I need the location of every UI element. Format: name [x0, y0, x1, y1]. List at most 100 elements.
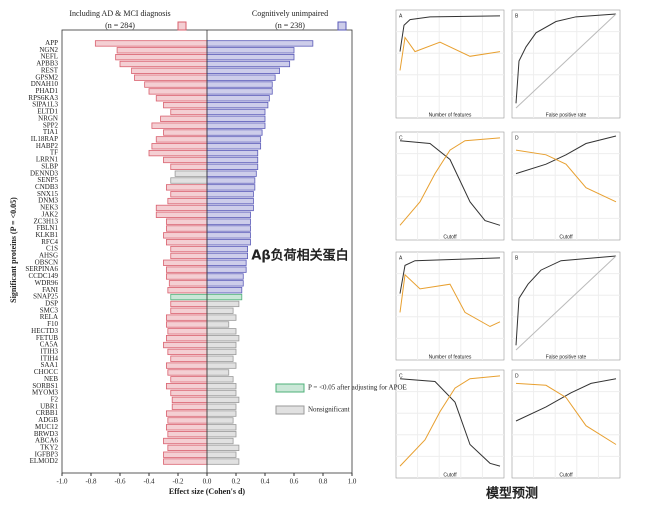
- bar: [206, 314, 237, 321]
- bar: [167, 431, 208, 438]
- bar: [94, 40, 208, 47]
- panel-curve: [516, 150, 616, 202]
- bar: [206, 355, 234, 362]
- panel-letter: B: [515, 13, 519, 19]
- y-tick-label: NEK3: [40, 204, 58, 212]
- bar: [163, 451, 208, 458]
- y-tick-label: BRWD3: [34, 430, 59, 438]
- bar: [206, 266, 247, 273]
- y-tick-label: ADGB: [38, 416, 58, 424]
- bar: [206, 197, 254, 205]
- y-tick-label: NGN2: [39, 46, 58, 54]
- bar: [206, 156, 259, 164]
- bar: [206, 88, 273, 95]
- bar: [165, 410, 208, 417]
- y-tick-label: ELTD1: [37, 108, 58, 116]
- bar: [165, 273, 208, 280]
- bar: [206, 74, 276, 81]
- y-tick-label: SAA1: [40, 361, 58, 369]
- x-tick-label: 0.4: [261, 478, 270, 486]
- y-tick-label: F10: [47, 320, 58, 328]
- bar: [206, 136, 262, 143]
- bar: [163, 232, 208, 239]
- panel-curve: [400, 141, 500, 226]
- panel-xlabel: False positive rate: [546, 112, 587, 118]
- y-tick-label: WDR96: [35, 279, 59, 287]
- y-tick-label: IGFBP3: [35, 450, 59, 458]
- bar: [168, 280, 208, 287]
- bar: [155, 211, 208, 218]
- right-header: Cognitively unimpaired: [252, 9, 328, 18]
- bar: [206, 259, 247, 266]
- right-n: (n = 238): [275, 21, 305, 30]
- bar: [155, 204, 208, 212]
- panel-curve: [516, 256, 616, 350]
- bar: [206, 417, 234, 424]
- bar: [115, 53, 208, 61]
- y-tick-label: ZC3H13: [34, 217, 59, 225]
- x-tick-label: -0.8: [85, 478, 97, 486]
- y-tick-label: ABCA6: [35, 437, 58, 445]
- x-tick-label: -0.6: [114, 478, 126, 486]
- panel-frame: [395, 251, 505, 361]
- panel-curve: [516, 256, 616, 345]
- bar: [206, 53, 295, 61]
- x-tick-label: 1.0: [348, 478, 357, 486]
- y-tick-label: LRRN1: [36, 156, 59, 164]
- y-tick-label: GPSM2: [35, 73, 58, 81]
- bar: [206, 67, 280, 74]
- panel-curve: [400, 379, 500, 466]
- panel-curve: [516, 14, 616, 103]
- bar: [170, 376, 208, 383]
- bar: [167, 369, 208, 376]
- bar: [206, 143, 262, 150]
- y-tick-label: KLKB1: [35, 231, 58, 239]
- bar: [170, 163, 208, 170]
- bar: [134, 74, 208, 81]
- y-tick-label: RELA: [40, 313, 58, 321]
- annotation: Aβ负荷相关蛋白: [251, 248, 348, 264]
- bar: [206, 293, 243, 301]
- bar: [206, 431, 237, 438]
- y-tick-label: TKY2: [40, 443, 58, 451]
- y-tick-label: REST: [41, 66, 59, 74]
- bar: [206, 287, 243, 294]
- panel-frame: [511, 131, 621, 241]
- bar: [206, 40, 314, 47]
- bar: [206, 396, 240, 404]
- y-tick-label: CRBB1: [36, 409, 59, 417]
- panel-curve: [516, 136, 616, 174]
- bar: [206, 424, 237, 431]
- bar: [148, 88, 208, 95]
- bar: [160, 115, 208, 122]
- bar: [206, 225, 251, 232]
- y-tick-label: JAK2: [42, 210, 59, 218]
- panel-curve: [516, 379, 616, 421]
- y-tick-label: C1S: [46, 245, 58, 253]
- panel-curve: [400, 38, 500, 71]
- bar: [163, 129, 208, 136]
- panel-frame: [395, 369, 505, 479]
- bar: [131, 67, 208, 74]
- panel-xlabel: Cutoff: [559, 472, 573, 478]
- panel-curve: [400, 275, 500, 327]
- bar: [206, 177, 256, 184]
- y-tick-label: CCDC149: [28, 272, 58, 280]
- bar: [165, 314, 208, 321]
- y-tick-label: FBLN1: [37, 224, 59, 232]
- panel-xlabel: Number of features: [429, 354, 472, 360]
- y-tick-label: CNDB3: [35, 183, 58, 191]
- bar: [206, 300, 240, 308]
- panel-letter: C: [399, 373, 403, 379]
- bar: [155, 136, 208, 143]
- bar: [170, 252, 208, 260]
- panel-curve: [400, 16, 500, 52]
- bar: [206, 273, 244, 280]
- bar: [165, 266, 208, 273]
- bar: [170, 389, 208, 397]
- bar: [163, 458, 208, 465]
- panel-xlabel: Cutoff: [443, 234, 457, 240]
- y-tick-label: DENND3: [30, 169, 58, 177]
- legend-swatch: [337, 21, 347, 31]
